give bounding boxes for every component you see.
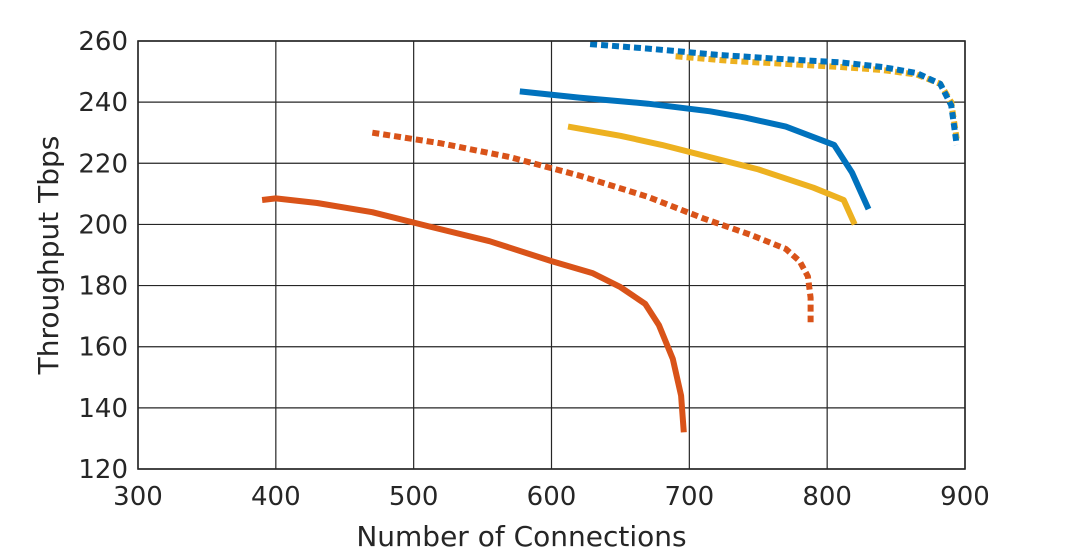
tick-labels: 300 400 500 600 700 800 900 120 140 160 180 200 220 2… — [78, 27, 989, 512]
x-tick-label: 900 — [940, 482, 990, 512]
y-tick-label: 160 — [78, 333, 128, 363]
x-axis-label: Number of Connections — [356, 520, 686, 553]
plot-series — [261, 41, 960, 433]
y-axis-label: Throughput Tbps — [32, 136, 65, 376]
series-line-6 — [589, 41, 960, 146]
y-tick-label: 180 — [78, 272, 128, 302]
grid — [137, 40, 966, 470]
y-tick-label: 200 — [78, 210, 128, 240]
x-tick-label: 300 — [113, 482, 163, 512]
x-tick-label: 500 — [389, 482, 439, 512]
plot-area-frame — [137, 40, 966, 470]
series-line-4 — [519, 88, 872, 211]
series-line-2 — [371, 129, 814, 323]
series-line-5 — [675, 53, 960, 140]
y-tick-label: 140 — [78, 394, 128, 424]
series-line-1 — [261, 195, 687, 433]
series-line-3 — [567, 123, 858, 226]
y-tick-label: 260 — [78, 27, 128, 57]
y-tick-label: 220 — [78, 149, 128, 179]
y-tick-label: 120 — [78, 455, 128, 485]
x-tick-label: 600 — [527, 482, 577, 512]
y-tick-label: 240 — [78, 88, 128, 118]
x-tick-label: 400 — [251, 482, 301, 512]
x-tick-label: 800 — [802, 482, 852, 512]
x-tick-label: 700 — [665, 482, 715, 512]
